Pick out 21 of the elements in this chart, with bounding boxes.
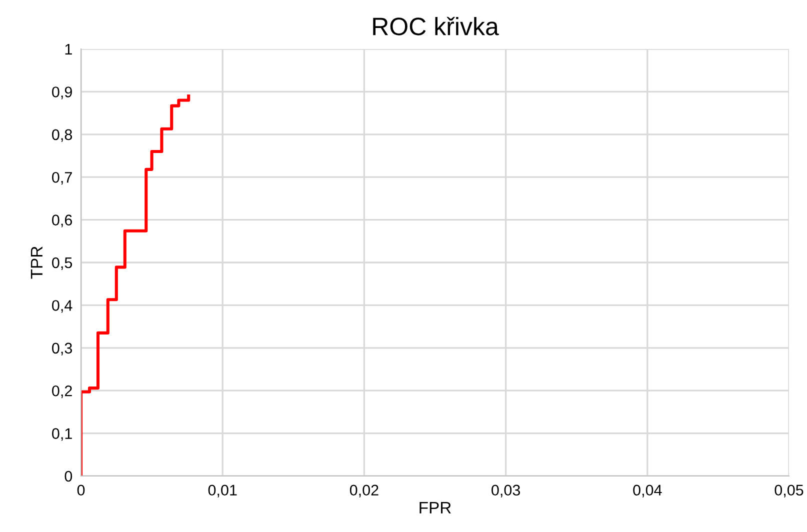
- x-tick-label: 0,02: [350, 484, 378, 498]
- line-series: [81, 94, 190, 476]
- x-tick-label: 0: [77, 484, 85, 496]
- y-tick-label: 0,5: [52, 257, 72, 270]
- y-tick-label: 0,7: [52, 172, 72, 185]
- x-tick-label: 0,04: [633, 484, 662, 498]
- y-tick-label: 0,1: [52, 428, 72, 441]
- y-tick-label: 0,2: [52, 385, 72, 398]
- y-tick-label: 1: [65, 44, 72, 55]
- x-tick-label: 0,01: [208, 484, 237, 498]
- y-tick-label: 0,8: [52, 129, 72, 142]
- x-tick-label: 0,05: [774, 484, 804, 498]
- y-tick-label: 0: [64, 470, 72, 482]
- chart-title: ROC křivka: [373, 16, 499, 36]
- x-tick-label: 0,03: [492, 484, 520, 498]
- y-tick-label: 0,9: [52, 86, 72, 100]
- y-tick-label: 0,3: [52, 342, 72, 356]
- y-tick-label: 0,6: [52, 214, 72, 228]
- y-axis-title: TPR: [30, 246, 42, 279]
- x-axis-title: FPR: [420, 502, 451, 514]
- y-tick-label: 0,4: [52, 300, 72, 313]
